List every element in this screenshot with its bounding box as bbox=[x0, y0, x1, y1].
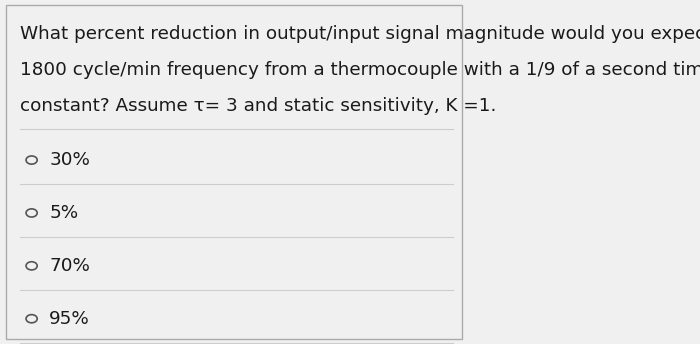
Text: 70%: 70% bbox=[49, 257, 90, 275]
Text: What percent reduction in output/input signal magnitude would you expect at the: What percent reduction in output/input s… bbox=[20, 25, 700, 43]
Text: 1800 cycle/min frequency from a thermocouple with a 1/9 of a second time: 1800 cycle/min frequency from a thermoco… bbox=[20, 61, 700, 79]
Text: 5%: 5% bbox=[49, 204, 78, 222]
Text: constant? Assume τ= 3 and static sensitivity, K =1.: constant? Assume τ= 3 and static sensiti… bbox=[20, 97, 496, 115]
Text: 95%: 95% bbox=[49, 310, 90, 328]
Text: 30%: 30% bbox=[49, 151, 90, 169]
